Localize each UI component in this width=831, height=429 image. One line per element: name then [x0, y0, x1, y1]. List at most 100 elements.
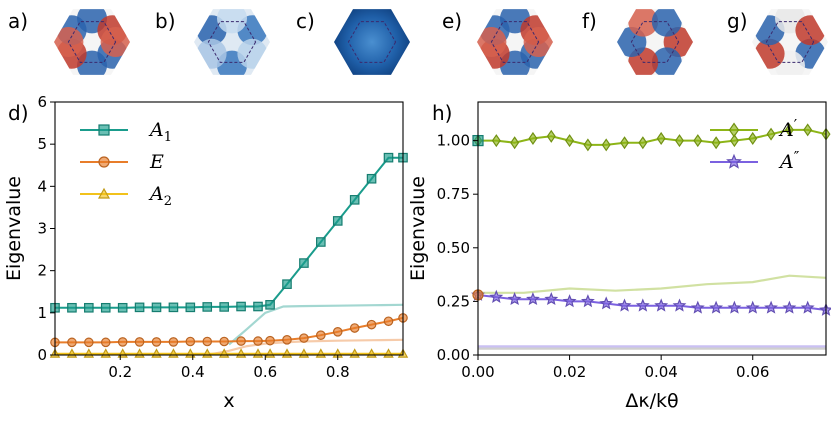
- data-point: [151, 302, 162, 313]
- y-tick-label: 0: [37, 346, 47, 364]
- y-tick-label: 0.75: [437, 185, 470, 203]
- data-point: [100, 302, 111, 313]
- data-point: [526, 291, 540, 306]
- data-point: [617, 298, 632, 312]
- data-point: [745, 300, 760, 314]
- data-point: [299, 333, 309, 343]
- data-point: [620, 136, 630, 150]
- x-axis-label: x: [223, 390, 234, 412]
- data-point: [383, 316, 394, 327]
- data-point: [265, 300, 275, 310]
- data-point: [546, 129, 556, 143]
- data-point: [253, 336, 263, 346]
- y-tick-label: 0.50: [437, 239, 470, 257]
- panel-label: h): [432, 101, 452, 125]
- inset-dashed-boundary: [490, 21, 540, 63]
- data-point: [168, 337, 179, 347]
- panel-d-plot: d) 0 1 2 3 4 5 6 0.2 0.4 0.6 0.8 x Eigenvalue A1 E A2: [3, 93, 409, 412]
- y-tick-label: 6: [37, 93, 47, 111]
- inset-label: c): [296, 9, 315, 33]
- inset-b: b): [155, 9, 270, 75]
- data-point: [349, 195, 360, 205]
- data-point: [510, 136, 520, 150]
- inset-label: f): [582, 9, 597, 33]
- data-point: [253, 301, 263, 312]
- data-point: [489, 289, 504, 303]
- legend-marker: [97, 187, 111, 199]
- data-point: [709, 300, 724, 314]
- data-point: [236, 336, 246, 346]
- x-tick-label: 0.8: [326, 363, 350, 381]
- data-point: [491, 134, 501, 148]
- data-point: [366, 173, 377, 184]
- inset-field: [617, 9, 693, 75]
- data-point: [168, 302, 179, 313]
- inset-label: g): [727, 9, 748, 33]
- data-point: [185, 336, 196, 347]
- legend-label: A′: [778, 116, 798, 141]
- panel-label: d): [8, 101, 29, 125]
- y-axis-label: Eigenvalue: [407, 176, 429, 281]
- data-point: [219, 336, 229, 347]
- legend-marker: [98, 124, 110, 136]
- series-line-1: [55, 316, 404, 344]
- data-point: [316, 237, 326, 247]
- inset-dashed-boundary: [765, 21, 815, 63]
- data-point: [654, 298, 669, 312]
- legend-label: A2: [148, 183, 172, 209]
- y-tick-label: 4: [37, 177, 47, 195]
- x-tick-label: 0.06: [736, 363, 769, 381]
- data-point: [100, 337, 111, 348]
- data-point: [764, 300, 778, 314]
- data-point: [748, 131, 758, 145]
- data-point: [202, 302, 213, 312]
- legend: A′ A″: [710, 116, 800, 173]
- data-point: [282, 279, 292, 289]
- data-point: [729, 134, 739, 148]
- inset-label: a): [8, 9, 28, 33]
- data-point: [117, 337, 128, 347]
- series-line-0: [55, 156, 403, 309]
- y-tick-label: 2: [37, 262, 47, 280]
- legend-marker: [726, 153, 742, 169]
- legend-marker: [98, 156, 110, 168]
- data-point: [349, 323, 360, 333]
- inset-field: [752, 9, 828, 75]
- data-point: [185, 302, 196, 313]
- data-point: [803, 123, 813, 137]
- data-point: [332, 327, 343, 337]
- data-point: [151, 337, 162, 347]
- data-point: [711, 136, 721, 150]
- inset-g: g): [727, 9, 828, 75]
- data-point: [800, 300, 815, 314]
- y-tick-label: 1.00: [437, 132, 470, 150]
- inset-label: e): [442, 9, 462, 33]
- data-point: [635, 298, 650, 312]
- data-point: [544, 291, 559, 306]
- data-point: [265, 335, 275, 346]
- data-point: [693, 134, 703, 148]
- inset-a: a): [8, 9, 130, 75]
- data-point: [219, 302, 229, 312]
- y-tick-label: 3: [37, 220, 47, 238]
- inset-f: f): [582, 9, 693, 75]
- data-point: [84, 302, 94, 313]
- data-point: [236, 301, 246, 312]
- data-point: [565, 134, 575, 148]
- x-tick-label: 0.6: [253, 363, 277, 381]
- data-point: [84, 337, 94, 348]
- y-tick-label: 0.25: [437, 292, 470, 310]
- data-point: [366, 319, 377, 330]
- y-tick-label: 5: [37, 135, 47, 153]
- data-point: [507, 291, 522, 306]
- axes-frame: [477, 101, 827, 356]
- inset-dashed-boundary: [207, 21, 257, 63]
- x-axis-label: Δκ/kθ: [625, 390, 678, 412]
- data-point: [727, 300, 742, 314]
- data-point: [332, 216, 343, 226]
- data-point: [134, 302, 145, 313]
- data-point: [672, 298, 687, 312]
- y-axis-label: Eigenvalue: [3, 176, 25, 281]
- x-tick-label: 0.4: [181, 363, 205, 381]
- data-point: [690, 300, 705, 314]
